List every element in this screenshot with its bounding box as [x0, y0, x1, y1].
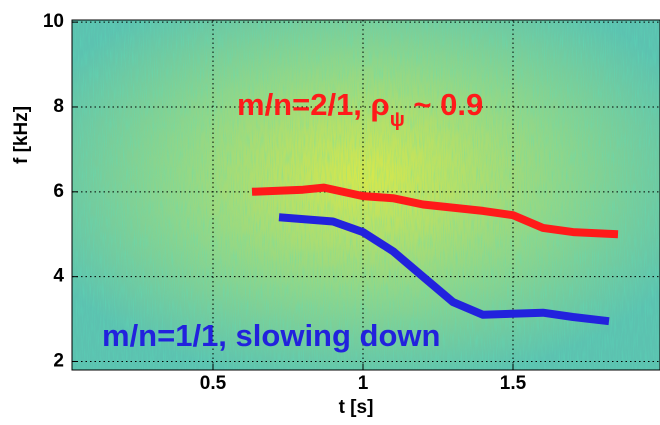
annotation-text: m/n=1/1, slowing down	[102, 318, 440, 353]
y-tick-label: 8	[53, 96, 64, 117]
annotation-suffix: ~ 0.9	[405, 87, 483, 122]
y-tick-label: 2	[53, 351, 64, 372]
plot-frame	[71, 19, 660, 371]
annotation: m/n=1/1, slowing down	[102, 318, 440, 353]
y-tick-label: 4	[53, 266, 64, 287]
x-tick-label: 0.5	[200, 373, 227, 394]
annotation-text: m/n=2/1, ρ	[237, 87, 390, 122]
series-line	[251, 183, 619, 239]
y-axis-label: f [kHz]	[11, 106, 32, 164]
series-line	[278, 213, 610, 326]
x-axis-label: t [s]	[339, 397, 374, 418]
annotation-subscript: ψ	[390, 109, 405, 131]
x-tick-label: 1	[358, 373, 369, 394]
y-tick-label: 10	[43, 11, 64, 32]
annotation: m/n=2/1, ρψ ~ 0.9	[237, 87, 483, 131]
x-tick-label: 1.5	[500, 373, 527, 394]
y-tick-label: 6	[53, 181, 64, 202]
